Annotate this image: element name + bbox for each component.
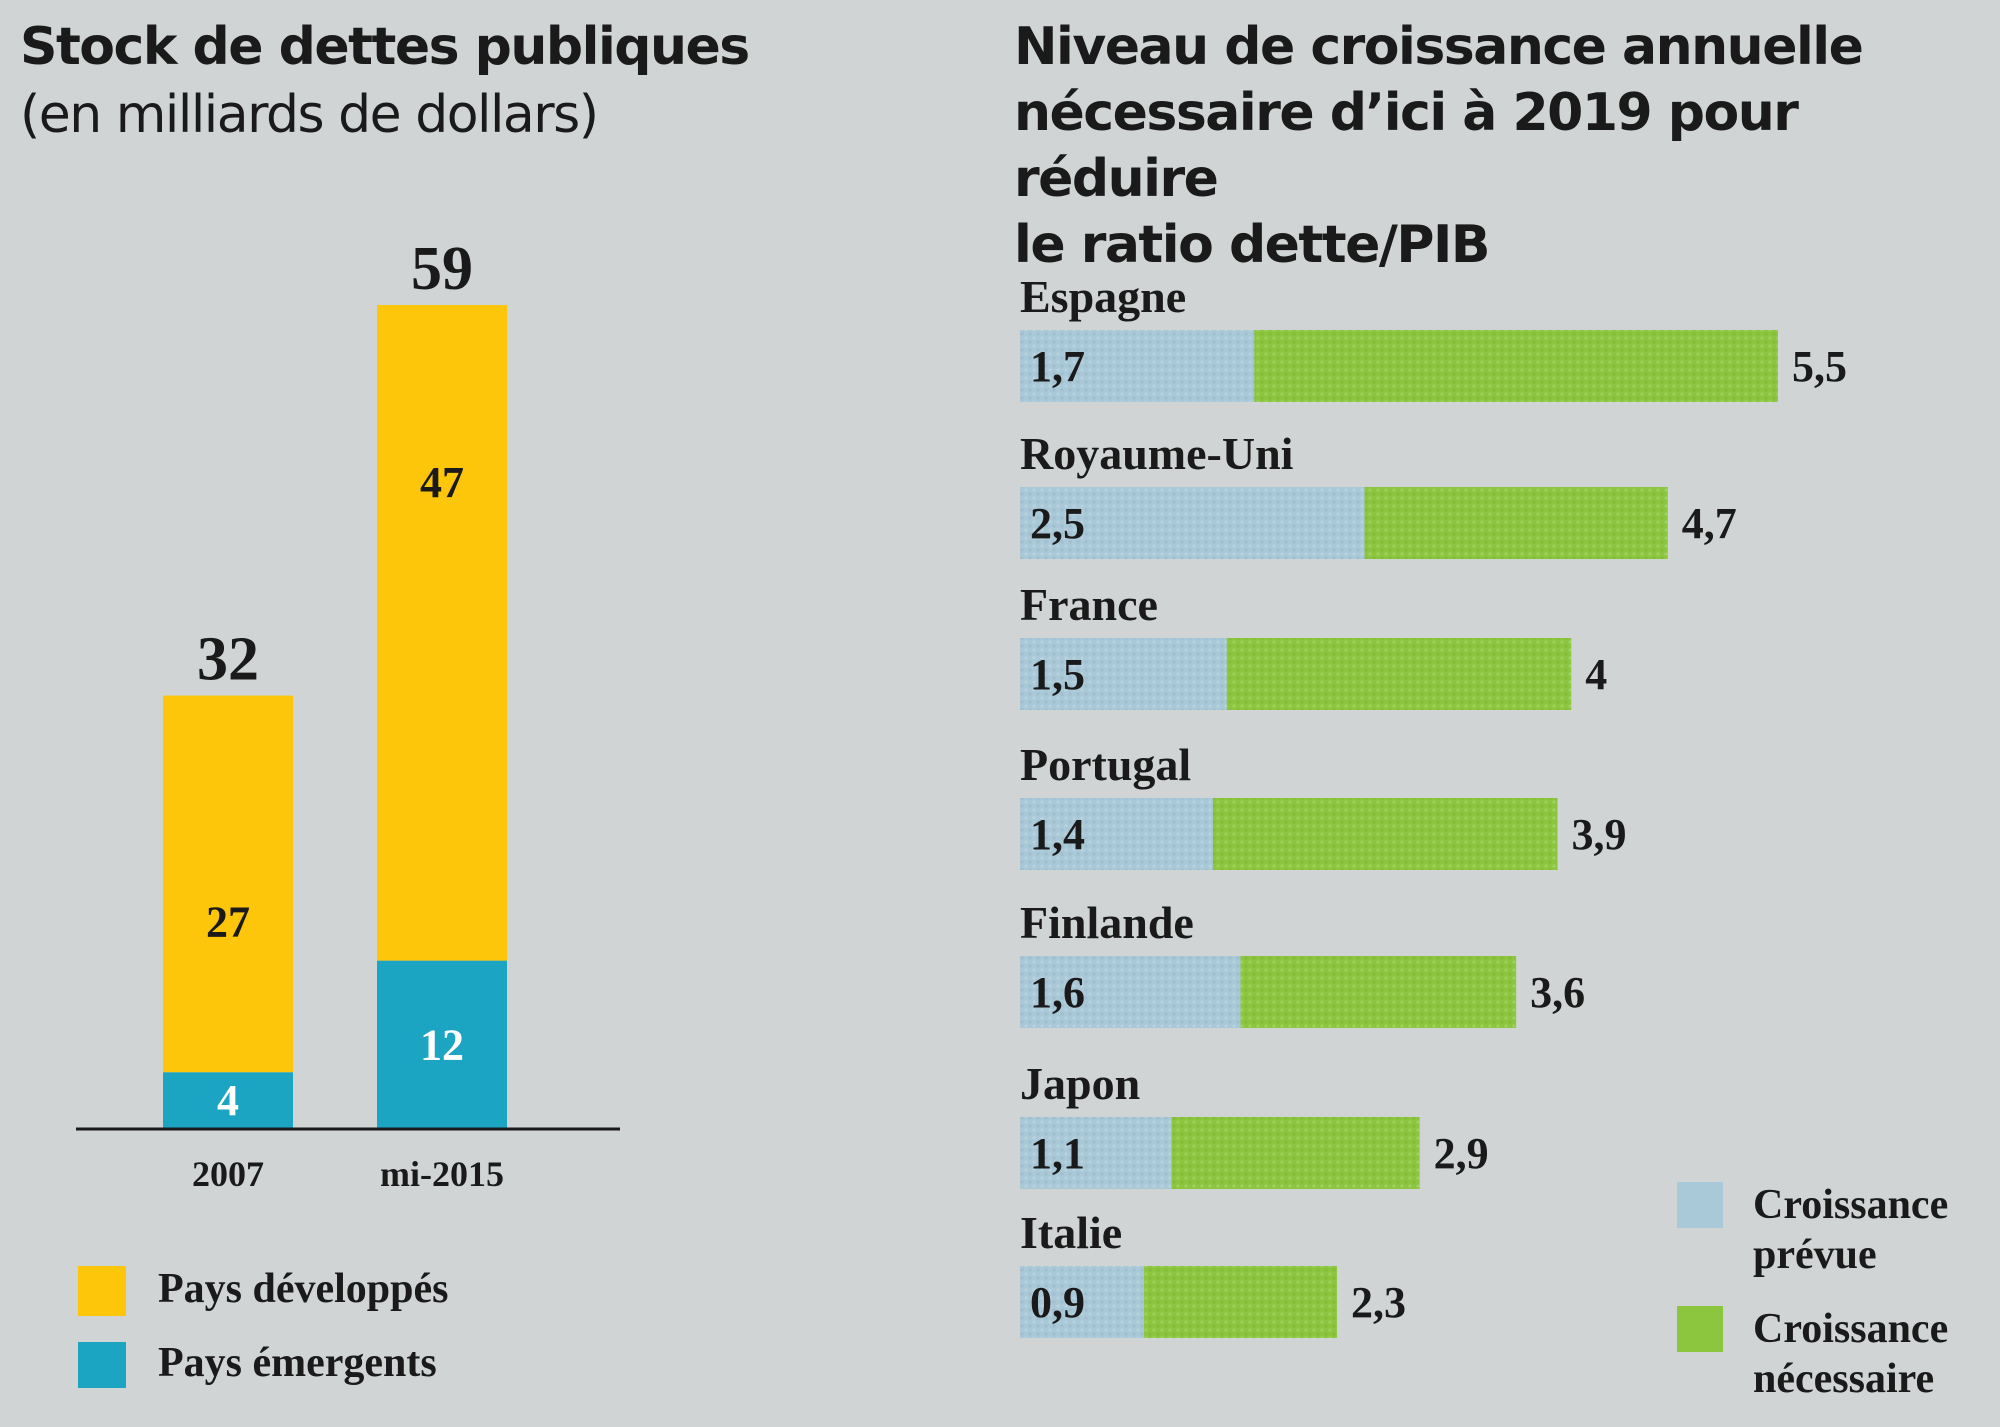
legend-label-required-line-1: Croissance bbox=[1753, 1306, 1949, 1352]
forecast-value-label-5: 1,1 bbox=[1030, 1129, 1085, 1178]
forecast-value-label-6: 0,9 bbox=[1030, 1278, 1085, 1327]
segment-label-developed-0: 27 bbox=[206, 898, 250, 947]
required-value-label-1: 4,7 bbox=[1682, 499, 1737, 548]
bar-texture-0 bbox=[1020, 330, 1778, 402]
category-label-6: Italie bbox=[1020, 1207, 1122, 1258]
bar-segment-developed-1 bbox=[377, 305, 507, 961]
forecast-value-label-3: 1,4 bbox=[1030, 810, 1085, 859]
bar-segment-emerging-1 bbox=[377, 960, 507, 1128]
left-chart-title: Stock de dettes publiques bbox=[20, 17, 750, 77]
bar-texture-4 bbox=[1020, 956, 1517, 1028]
bar-segment-emerging-0 bbox=[163, 1072, 293, 1128]
x-tick-label-1: mi-2015 bbox=[380, 1154, 504, 1194]
bar-texture-1 bbox=[1020, 487, 1668, 559]
segment-label-developed-1: 47 bbox=[420, 458, 464, 507]
right-chart-title-line-3: le ratio dette/PIB bbox=[1014, 215, 1491, 275]
segment-label-emerging-1: 12 bbox=[420, 1020, 464, 1069]
category-label-0: Espagne bbox=[1020, 271, 1186, 322]
legend-label-forecast-line-1: Croissance bbox=[1753, 1182, 1949, 1228]
legend-label-developed: Pays développés bbox=[158, 1266, 449, 1312]
legend-item-required: Croissance nécessaire bbox=[1677, 1304, 1948, 1404]
bar-texture-3 bbox=[1020, 798, 1558, 870]
right-chart-title-line-1: Niveau de croissance annuelle bbox=[1014, 17, 1864, 77]
total-label-1: 59 bbox=[411, 235, 473, 303]
category-label-1: Royaume-Uni bbox=[1020, 428, 1294, 479]
legend-swatch-emerging bbox=[78, 1342, 126, 1388]
category-label-4: Finlande bbox=[1020, 897, 1194, 948]
bar-segment-developed-0 bbox=[163, 695, 293, 1073]
forecast-value-label-4: 1,6 bbox=[1030, 968, 1085, 1017]
category-label-5: Japon bbox=[1020, 1058, 1140, 1109]
legend-item-emerging: Pays émergents bbox=[78, 1340, 437, 1388]
legend-label-forecast-line-2: prévue bbox=[1753, 1232, 1877, 1278]
legend-item-forecast: Croissance prévue bbox=[1677, 1180, 1948, 1280]
category-label-2: France bbox=[1020, 579, 1158, 630]
legend-label-required-line-2: nécessaire bbox=[1753, 1356, 1935, 1402]
required-value-label-2: 4 bbox=[1585, 650, 1607, 699]
legend-label-emerging: Pays émergents bbox=[158, 1340, 437, 1386]
required-value-label-5: 2,9 bbox=[1434, 1129, 1489, 1178]
legend-item-developed: Pays développés bbox=[78, 1266, 449, 1316]
forecast-value-label-2: 1,5 bbox=[1030, 650, 1085, 699]
bar-texture-6 bbox=[1020, 1266, 1337, 1338]
right-chart-title: Niveau de croissance annuelle nécessaire… bbox=[1014, 14, 2000, 278]
required-value-label-4: 3,6 bbox=[1530, 968, 1585, 1017]
bar-texture-2 bbox=[1020, 638, 1572, 710]
legend-swatch-developed bbox=[78, 1266, 126, 1316]
forecast-value-label-0: 1,7 bbox=[1030, 342, 1085, 391]
required-value-label-6: 2,3 bbox=[1351, 1278, 1406, 1327]
left-chart-subtitle: (en milliards de dollars) bbox=[20, 85, 599, 145]
legend-swatch-required bbox=[1677, 1306, 1723, 1352]
x-tick-label-0: 2007 bbox=[192, 1154, 264, 1194]
required-value-label-0: 5,5 bbox=[1792, 342, 1847, 391]
required-value-label-3: 3,9 bbox=[1571, 810, 1626, 859]
category-label-3: Portugal bbox=[1020, 739, 1191, 790]
forecast-value-label-1: 2,5 bbox=[1030, 499, 1085, 548]
total-label-0: 32 bbox=[197, 626, 259, 694]
segment-label-emerging-0: 4 bbox=[217, 1076, 239, 1125]
right-chart-title-line-2: nécessaire d’ici à 2019 pour réduire bbox=[1014, 83, 1799, 209]
bar-texture-5 bbox=[1020, 1117, 1420, 1189]
legend-swatch-forecast bbox=[1677, 1182, 1723, 1228]
